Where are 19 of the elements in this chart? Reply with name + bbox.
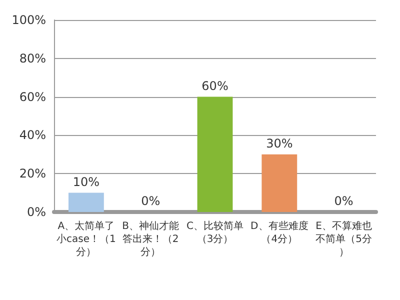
data-label: 0% xyxy=(141,194,160,208)
x-tick-label: C、比较简单（3分） xyxy=(186,220,244,245)
y-tick-label: 0% xyxy=(26,205,46,219)
y-tick-label: 100% xyxy=(12,13,46,27)
bar xyxy=(262,154,298,212)
data-label: 60% xyxy=(202,78,228,93)
x-tick-label: A、太简单了小case！（1分） xyxy=(56,220,116,258)
data-label: 30% xyxy=(266,136,293,150)
x-tick-label: D、有些难度（4分） xyxy=(250,220,308,245)
y-tick-label: 80% xyxy=(19,51,46,66)
bar xyxy=(197,96,233,212)
bar xyxy=(68,192,104,212)
data-label: 0% xyxy=(334,194,354,208)
y-tick-label: 20% xyxy=(19,166,46,181)
y-tick-label: 40% xyxy=(19,128,46,142)
y-tick-label: 60% xyxy=(19,90,46,104)
data-label: 10% xyxy=(72,174,100,189)
x-tick-label: E、不算难也不简单（5分） xyxy=(316,220,372,258)
x-tick-label: B、神仙才能答出来！（2分） xyxy=(122,220,180,258)
